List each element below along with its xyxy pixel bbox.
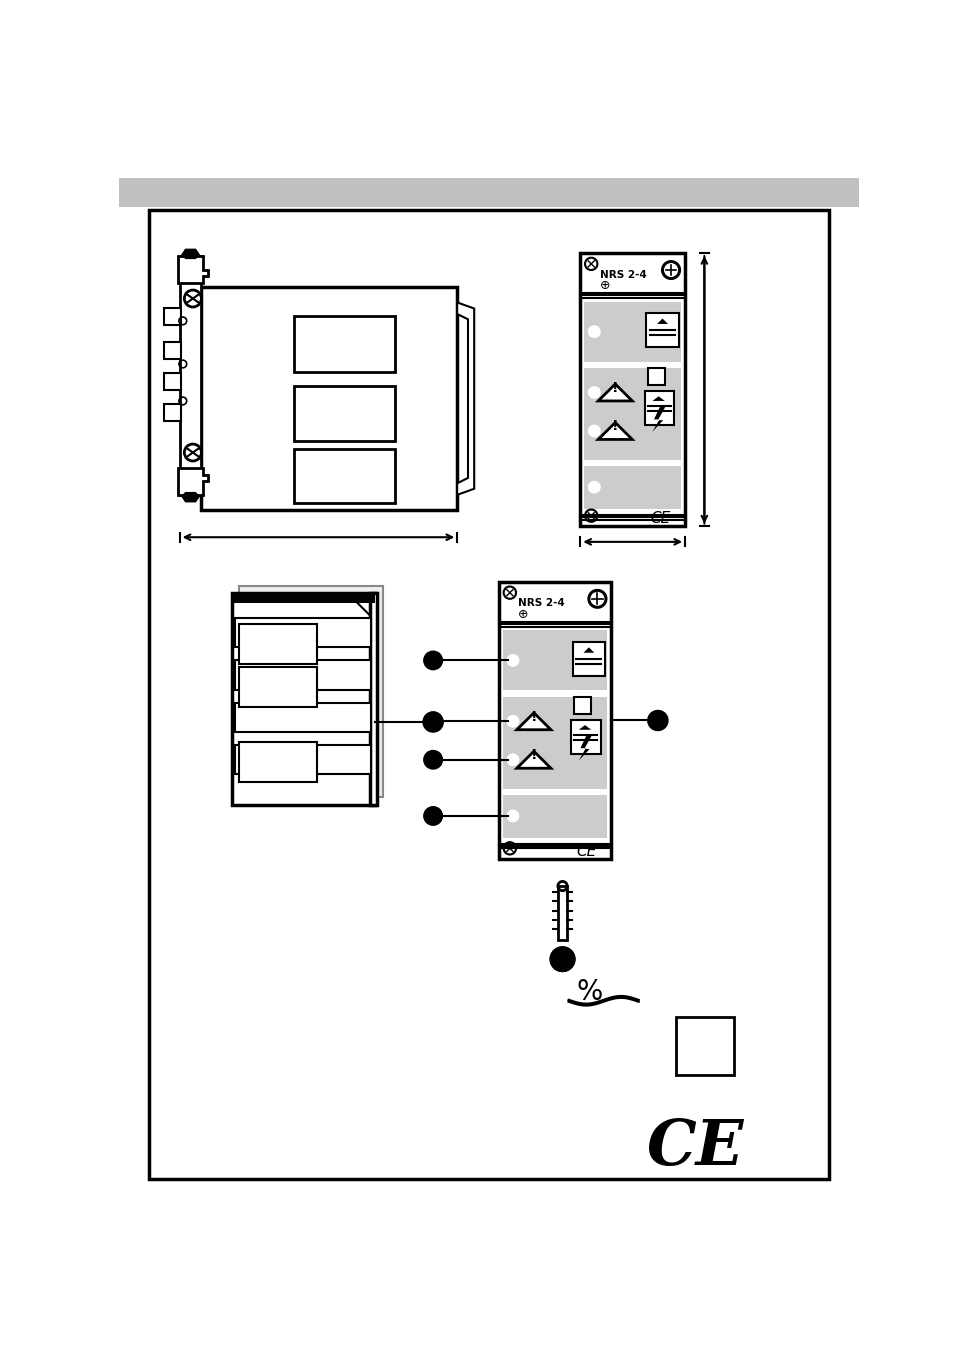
Polygon shape: [178, 256, 208, 283]
Bar: [574, 696, 591, 714]
Bar: [645, 314, 679, 347]
Text: ⊕: ⊕: [599, 279, 610, 292]
Bar: [164, 404, 181, 420]
Bar: [558, 886, 567, 940]
Polygon shape: [355, 594, 375, 806]
Bar: [502, 795, 607, 837]
Bar: [502, 630, 607, 691]
Circle shape: [422, 713, 443, 731]
Circle shape: [423, 750, 442, 769]
Text: CE: CE: [645, 1117, 742, 1179]
Circle shape: [587, 589, 607, 608]
Text: !: !: [530, 748, 537, 763]
Bar: [235, 703, 371, 731]
Bar: [583, 368, 680, 460]
Bar: [644, 391, 674, 425]
Bar: [239, 585, 382, 798]
Bar: [232, 594, 375, 603]
Circle shape: [507, 715, 517, 726]
Circle shape: [423, 713, 442, 730]
Bar: [571, 719, 599, 753]
Polygon shape: [456, 303, 474, 495]
Circle shape: [507, 754, 517, 765]
Bar: [502, 696, 607, 790]
Circle shape: [662, 262, 679, 277]
Bar: [579, 253, 684, 526]
Text: NRS 2-4: NRS 2-4: [517, 599, 564, 608]
Circle shape: [589, 591, 604, 607]
Polygon shape: [578, 735, 592, 761]
Polygon shape: [657, 319, 667, 324]
Circle shape: [588, 426, 599, 437]
Polygon shape: [598, 384, 632, 402]
Circle shape: [660, 260, 680, 280]
Bar: [119, 177, 858, 207]
Bar: [235, 618, 371, 648]
Bar: [370, 594, 376, 806]
Text: NRS 2-4: NRS 2-4: [599, 269, 646, 280]
Bar: [201, 287, 456, 510]
Text: %: %: [576, 979, 602, 1006]
Bar: [239, 668, 316, 707]
Polygon shape: [517, 752, 550, 768]
Bar: [239, 742, 316, 781]
Text: !: !: [530, 710, 537, 723]
Polygon shape: [598, 423, 632, 439]
Polygon shape: [183, 250, 198, 258]
Bar: [675, 1017, 733, 1075]
Circle shape: [423, 652, 442, 669]
Text: ⊕: ⊕: [517, 608, 528, 621]
Bar: [647, 368, 664, 385]
Polygon shape: [652, 407, 665, 431]
Polygon shape: [583, 648, 594, 653]
Bar: [498, 581, 611, 859]
Circle shape: [647, 711, 667, 730]
Text: !: !: [612, 419, 618, 433]
Polygon shape: [183, 493, 198, 502]
Text: !: !: [612, 381, 618, 395]
Text: CE: CE: [576, 844, 597, 859]
Polygon shape: [517, 713, 550, 730]
Bar: [294, 449, 395, 503]
Bar: [239, 625, 316, 664]
Polygon shape: [578, 725, 591, 730]
Bar: [164, 373, 181, 391]
Circle shape: [588, 481, 599, 492]
Bar: [583, 301, 680, 362]
Circle shape: [588, 387, 599, 397]
Circle shape: [550, 948, 574, 971]
Bar: [235, 660, 371, 690]
Bar: [294, 385, 395, 441]
Bar: [572, 642, 604, 676]
Polygon shape: [652, 396, 664, 402]
Circle shape: [423, 807, 442, 825]
Bar: [294, 316, 395, 372]
Bar: [583, 466, 680, 508]
Text: CE: CE: [649, 511, 670, 526]
Circle shape: [588, 326, 599, 337]
Circle shape: [507, 811, 517, 822]
Bar: [179, 256, 201, 495]
Bar: [164, 342, 181, 360]
Bar: [232, 594, 375, 806]
Bar: [164, 308, 181, 324]
Circle shape: [507, 654, 517, 665]
Bar: [235, 745, 371, 775]
Polygon shape: [178, 468, 208, 495]
